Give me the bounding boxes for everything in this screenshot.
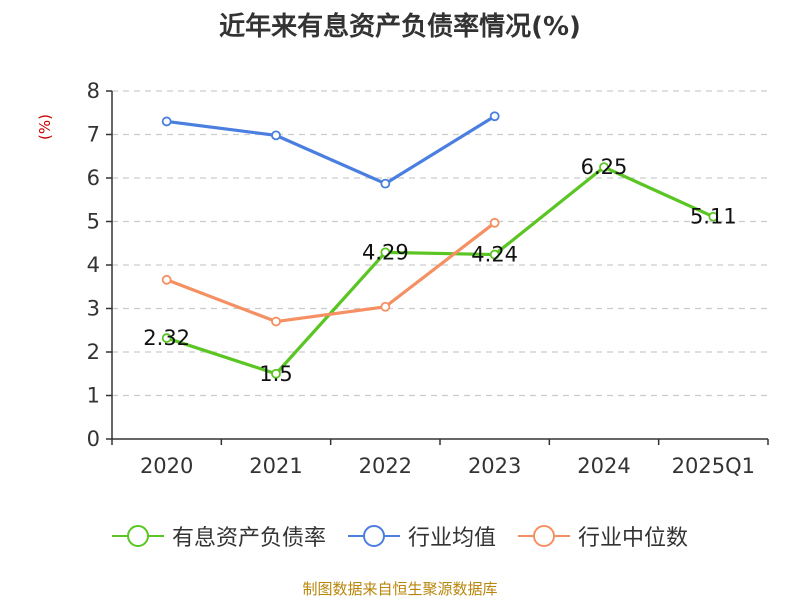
x-tick-label: 2023 [468,454,521,478]
data-point [161,274,172,285]
y-tick-label: 7 [87,123,100,147]
legend-item-debt-ratio[interactable]: 有息资产负债率 [111,520,326,552]
data-label: 5.11 [690,205,737,229]
data-point [599,162,609,173]
data-point [489,217,500,228]
axes: 0 1 2 3 4 5 6 7 8 2020 2021 2022 2023 2024 2025Q1 [87,79,769,478]
x-tick-label: 2021 [249,454,302,478]
data-label: 1.5 [259,362,292,386]
y-tick-label: 5 [87,210,100,234]
x-tick-label: 2025Q1 [672,454,755,478]
data-label: 2.32 [143,326,190,350]
data-point [161,116,172,127]
series-line [166,221,496,324]
y-tick-label: 6 [87,166,100,190]
x-tick-label: 2022 [359,454,412,478]
y-tick-label: 2 [87,340,100,364]
y-tick-label: 0 [87,427,100,451]
data-label: 6.25 [581,155,628,179]
data-label: 4.29 [362,240,409,264]
y-tick-label: 4 [87,253,100,277]
y-tick-label: 8 [87,79,100,103]
series-line [166,165,714,376]
data-point [380,178,391,189]
legend-label: 行业中位数 [578,526,689,551]
legend-label: 有息资产负债率 [171,526,326,551]
data-point [380,301,391,312]
legend-marker-icon [347,523,400,549]
data-point [489,249,500,260]
legend-marker-icon [518,523,570,549]
x-tick-label: 2024 [577,454,630,478]
legend: 有息资产负债率 行业均值 行业中位数 [0,520,800,552]
source-note: 制图数据来自恒生聚源数据库 [302,580,498,598]
series-lines [166,114,714,376]
data-point [271,368,281,379]
data-point [271,130,281,141]
legend-label: 行业均值 [407,526,496,551]
grid-lines [112,90,768,397]
data-labels: 2.32 1.5 4.29 4.24 6.25 5.11 [143,155,736,386]
series-points [161,111,719,379]
y-tick-label: 1 [87,384,100,408]
series-line [166,114,496,186]
y-axis-label: (%) [36,114,54,140]
data-point [161,333,172,343]
legend-item-industry-median[interactable]: 行业中位数 [518,520,688,552]
data-label: 4.24 [471,243,518,267]
y-tick-label: 3 [87,297,100,321]
legend-marker-icon [111,523,164,549]
legend-item-industry-mean[interactable]: 行业均值 [347,520,496,552]
data-point [708,211,719,222]
data-point [271,316,281,327]
x-tick-label: 2020 [140,454,193,478]
data-point [380,247,391,258]
chart-title: 近年来有息资产负债率情况(%) [219,12,581,42]
data-point [489,111,500,122]
